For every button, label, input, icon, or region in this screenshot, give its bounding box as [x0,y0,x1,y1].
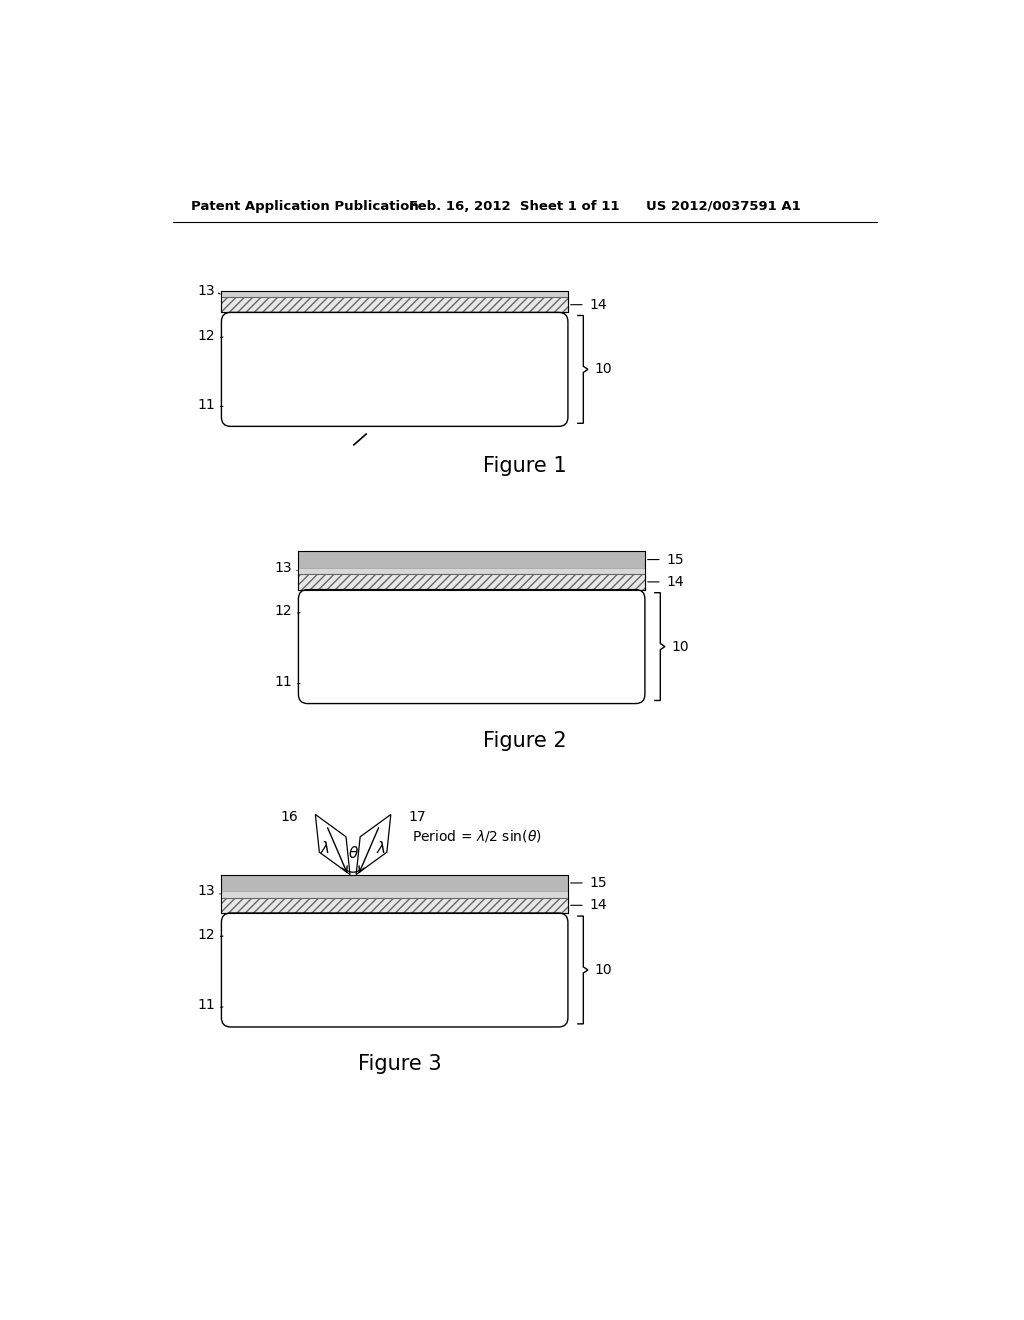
Bar [221,297,568,313]
Polygon shape [315,814,350,874]
Text: US 2012/0037591 A1: US 2012/0037591 A1 [646,199,801,213]
Bar [298,568,645,574]
Text: 15: 15 [667,553,684,566]
Text: 12: 12 [274,605,292,618]
Bar [221,290,568,297]
Text: Figure 2: Figure 2 [483,730,566,751]
Bar [298,574,645,590]
FancyBboxPatch shape [221,313,568,426]
Text: 11: 11 [274,675,292,689]
Text: 14: 14 [590,899,607,912]
Text: Feb. 16, 2012  Sheet 1 of 11: Feb. 16, 2012 Sheet 1 of 11 [410,199,620,213]
Text: 10: 10 [594,363,611,376]
Text: $\theta$: $\theta$ [347,845,358,861]
Text: 10: 10 [594,964,611,977]
Text: 14: 14 [590,298,607,312]
FancyBboxPatch shape [221,913,568,1027]
Text: Period = $\lambda$/2 sin($\theta$): Period = $\lambda$/2 sin($\theta$) [412,828,542,843]
Text: 12: 12 [198,329,215,342]
Text: 13: 13 [198,284,215,298]
Text: Figure 3: Figure 3 [358,1053,442,1074]
Text: 13: 13 [274,561,292,576]
Bar [221,891,568,898]
Text: 15: 15 [590,876,607,890]
Bar [298,552,645,568]
Text: 13: 13 [198,884,215,899]
Text: $\lambda$: $\lambda$ [376,841,386,857]
Text: 14: 14 [667,576,684,589]
Text: 12: 12 [198,928,215,941]
Text: Patent Application Publication: Patent Application Publication [190,199,419,213]
Bar [221,874,568,891]
FancyBboxPatch shape [298,590,645,704]
Text: Figure 1: Figure 1 [483,457,566,477]
Polygon shape [356,814,391,874]
Text: 11: 11 [198,397,215,412]
Text: $\lambda$: $\lambda$ [319,841,330,857]
Text: 17: 17 [409,809,426,824]
Text: 16: 16 [281,809,298,824]
Text: 10: 10 [671,640,689,653]
Bar [221,898,568,913]
Text: 11: 11 [198,998,215,1012]
